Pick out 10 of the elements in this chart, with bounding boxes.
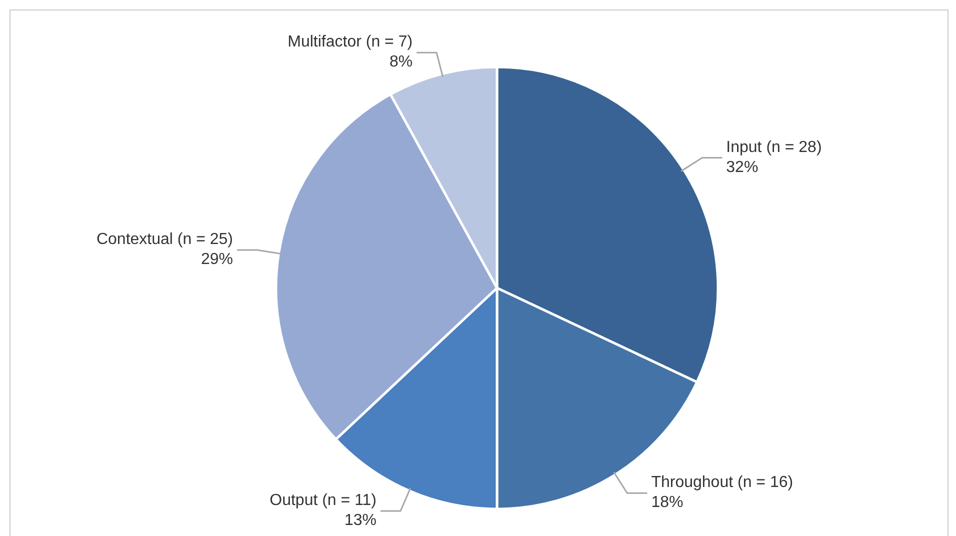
data-label: 29%	[200, 250, 233, 268]
slice-label: Contextual (n = 25)	[96, 230, 233, 248]
slice-label: Throughout (n = 16)	[651, 474, 794, 492]
data-label: 18%	[651, 494, 684, 512]
data-label: 13%	[344, 512, 376, 530]
slice-label: Multifactor (n = 7)	[288, 34, 413, 51]
data-label: 32%	[726, 158, 758, 176]
slice-label: Input (n = 28)	[726, 138, 822, 156]
slice-label: Output (n = 11)	[270, 492, 376, 510]
data-label: 8%	[389, 54, 413, 71]
